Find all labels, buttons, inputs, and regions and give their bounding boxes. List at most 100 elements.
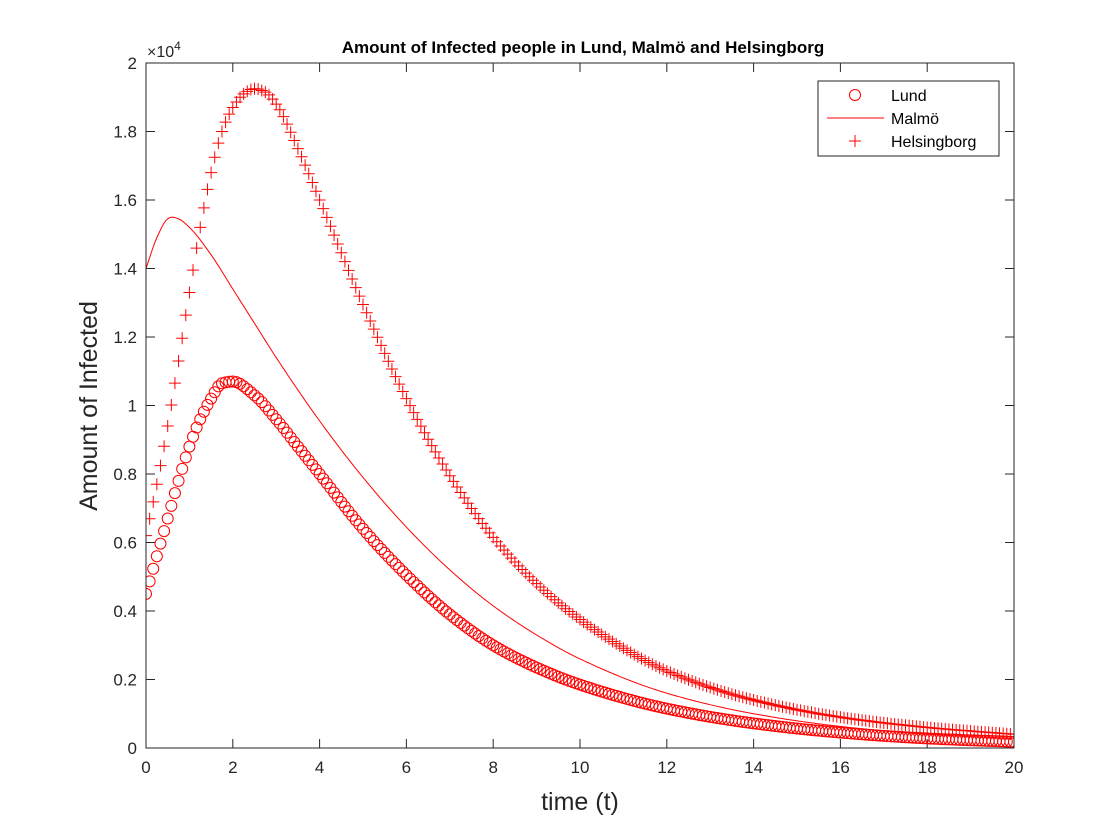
data-point-lund: [338, 500, 351, 513]
data-point-lund: [306, 458, 319, 471]
data-point-helsingborg: [288, 134, 301, 147]
data-point-helsingborg: [194, 221, 207, 234]
data-point-lund: [414, 582, 427, 595]
data-point-helsingborg: [295, 150, 308, 163]
data-point-lund: [150, 550, 163, 563]
data-point-helsingborg: [349, 281, 362, 294]
data-point-lund: [291, 440, 304, 453]
data-point-helsingborg: [165, 399, 178, 412]
data-point-helsingborg: [407, 406, 420, 419]
data-point-helsingborg: [429, 445, 442, 458]
data-point-helsingborg: [418, 426, 431, 439]
x-tick-label: 10: [571, 758, 590, 777]
data-point-lund: [255, 396, 268, 409]
data-point-lund: [226, 375, 239, 388]
y-tick-label: 0: [128, 739, 137, 758]
data-point-lund: [259, 400, 272, 413]
x-tick-label: 2: [228, 758, 237, 777]
data-point-lund: [476, 632, 489, 645]
data-point-helsingborg: [400, 392, 413, 405]
data-point-lund: [252, 392, 265, 405]
x-tick-label: 14: [744, 758, 763, 777]
data-point-helsingborg: [183, 286, 196, 299]
data-point-lund: [411, 579, 424, 592]
data-point-lund: [161, 512, 174, 525]
plot-background: [146, 63, 1014, 748]
data-point-lund: [168, 487, 181, 500]
data-point-lund: [154, 537, 167, 550]
data-point-helsingborg: [302, 167, 315, 180]
data-point-lund: [244, 386, 257, 399]
data-point-lund: [172, 474, 185, 487]
data-point-lund: [190, 421, 203, 434]
data-point-lund: [440, 605, 453, 618]
plot-area: 0 2 4 6 8 10 12 14 16 18 20 0 0.2 0.4 0.6 0.8 1 1.2 1.4 1.6…: [113, 54, 1023, 777]
data-point-lund: [201, 398, 214, 411]
data-point-lund: [248, 389, 261, 402]
data-point-helsingborg: [313, 194, 326, 206]
data-point-lund: [277, 422, 290, 435]
data-point-helsingborg: [1008, 728, 1014, 741]
data-point-helsingborg: [158, 440, 171, 453]
series-markers-helsingborg: [146, 82, 1014, 741]
data-point-helsingborg: [197, 201, 210, 214]
data-point-lund: [179, 451, 192, 464]
y-axis-exponent-power: 4: [174, 39, 181, 53]
data-point-lund: [396, 565, 409, 578]
data-point-helsingborg: [396, 385, 409, 398]
data-point-helsingborg: [281, 118, 294, 131]
data-layer: [146, 82, 1014, 748]
data-point-lund: [436, 602, 449, 615]
data-point-helsingborg: [331, 237, 344, 250]
data-point-lund: [176, 462, 189, 475]
x-tick-label: 8: [488, 758, 497, 777]
data-point-helsingborg: [146, 529, 152, 542]
x-axis-label: time (t): [541, 788, 619, 816]
data-point-lund: [378, 546, 391, 559]
data-point-lund: [309, 463, 322, 476]
data-point-helsingborg: [146, 512, 156, 525]
data-point-helsingborg: [367, 323, 380, 336]
data-point-helsingborg: [342, 264, 355, 277]
data-point-helsingborg: [172, 354, 185, 367]
data-point-lund: [197, 405, 210, 418]
y-tick-label: 2: [128, 54, 137, 73]
data-point-lund: [429, 596, 442, 609]
data-point-helsingborg: [219, 116, 232, 129]
y-axis-label: Amount of Infected: [75, 301, 103, 511]
legend-label-malm: Malmö: [891, 111, 939, 128]
data-point-lund: [407, 576, 420, 589]
y-tick-label: 0.4: [113, 602, 137, 621]
data-point-helsingborg: [414, 420, 427, 433]
data-point-helsingborg: [317, 202, 330, 215]
x-tick-label: 18: [918, 758, 937, 777]
data-point-helsingborg: [425, 439, 438, 452]
data-point-lund: [367, 535, 380, 548]
data-point-helsingborg: [179, 309, 192, 322]
data-point-lund: [422, 589, 435, 602]
data-point-helsingborg: [338, 255, 351, 268]
legend-marker-helsingborg: [849, 135, 861, 147]
data-point-lund: [490, 641, 503, 654]
data-point-lund: [262, 404, 275, 417]
data-point-helsingborg: [147, 495, 160, 508]
x-tick-label: 20: [1005, 758, 1024, 777]
data-point-helsingborg: [375, 339, 388, 352]
data-point-helsingborg: [150, 478, 163, 491]
data-point-lund: [194, 413, 207, 426]
data-point-lund: [418, 586, 431, 599]
series-line-malm: [146, 216, 1014, 739]
data-point-lund: [389, 558, 402, 571]
data-point-helsingborg: [154, 459, 167, 472]
data-point-helsingborg: [212, 137, 225, 150]
y-axis-exponent-base: ×10: [147, 44, 174, 61]
data-point-lund: [317, 472, 330, 485]
data-point-helsingborg: [215, 125, 228, 138]
data-point-helsingborg: [205, 166, 218, 179]
data-point-lund: [270, 413, 283, 426]
data-point-helsingborg: [306, 176, 319, 189]
y-tick-label: 0.6: [113, 534, 137, 553]
data-point-lund: [385, 554, 398, 567]
data-point-helsingborg: [393, 378, 406, 391]
legend-marker-lund: [849, 89, 861, 101]
